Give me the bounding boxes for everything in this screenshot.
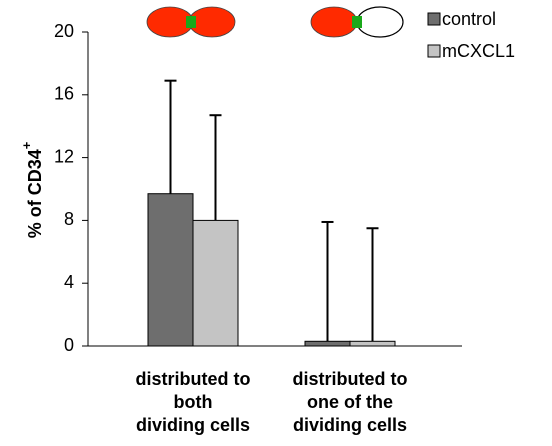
y-tick-label: 4	[64, 272, 74, 292]
legend-swatch	[428, 45, 440, 57]
error-bar	[367, 228, 379, 446]
y-tick-label: 20	[54, 21, 74, 41]
x-tick-label: one of the	[307, 392, 393, 412]
y-tick-label: 0	[64, 335, 74, 355]
chart: % of CD34+ 0 4 8 12 16 20 distributed to both di…	[0, 0, 552, 446]
x-tick-label: distributed to	[136, 369, 251, 389]
cell-icon-both	[147, 7, 235, 37]
bar	[350, 341, 395, 346]
y-tick-label: 12	[54, 146, 74, 166]
cell-icon-one	[311, 7, 403, 37]
legend-label: control	[442, 9, 496, 29]
legend-swatch	[428, 13, 440, 25]
x-tick-label: both	[174, 392, 213, 412]
bar	[148, 194, 193, 346]
legend-label: mCXCL1	[442, 41, 515, 61]
x-tick-label: distributed to	[293, 369, 408, 389]
bar	[193, 220, 238, 346]
x-tick-label: dividing cells	[136, 415, 250, 435]
bar	[305, 341, 350, 346]
y-tick-label: 8	[64, 209, 74, 229]
y-axis-label: % of CD34+	[19, 141, 44, 238]
error-bar	[322, 222, 334, 446]
y-tick-label: 16	[54, 84, 74, 104]
x-tick-label: dividing cells	[293, 415, 407, 435]
